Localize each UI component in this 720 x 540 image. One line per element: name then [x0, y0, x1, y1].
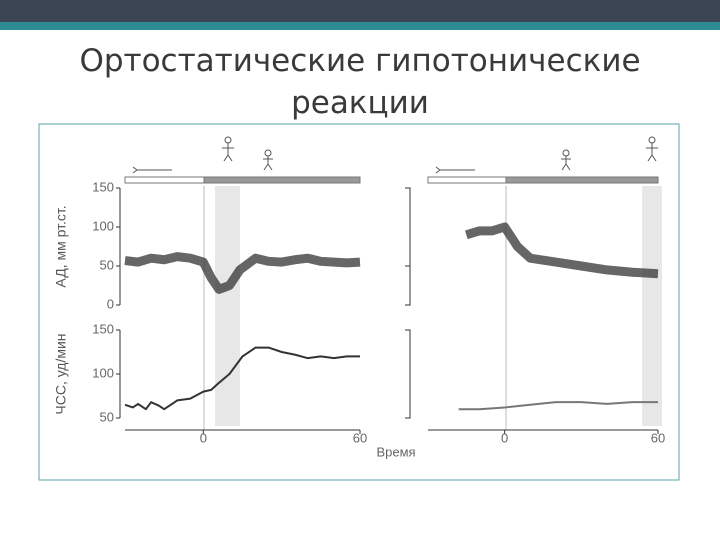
y-axis-label: АД, мм рт.ст.	[53, 205, 69, 287]
x-tick-label: 0	[501, 430, 508, 445]
supine-bar	[124, 176, 205, 184]
heart-rate-trace	[124, 346, 360, 411]
y-axis	[405, 187, 411, 306]
icons	[132, 136, 658, 174]
figure-frame	[38, 123, 680, 481]
faint-icon	[222, 136, 234, 162]
y-axis-label: ЧСС, уд/мин	[53, 333, 69, 414]
shade-region	[642, 186, 662, 426]
stand-icon	[263, 149, 273, 171]
y-tick-label: 0	[107, 296, 114, 311]
y-axis	[405, 329, 411, 419]
slide-title: Ортостатические гипотонические реакции	[79, 43, 641, 121]
supine-icon	[435, 166, 475, 174]
tilt-bar	[203, 176, 361, 184]
stand-icon	[561, 149, 571, 171]
x-axis-label: Время	[376, 444, 415, 459]
supine-bar	[427, 176, 507, 184]
x-tick-label: 60	[651, 430, 665, 445]
x-tick-label: 60	[353, 430, 367, 445]
faint-icon	[646, 136, 658, 162]
x-tick-label: 0	[200, 430, 207, 445]
pressure-trace	[465, 222, 659, 279]
supine-icon	[132, 166, 172, 174]
y-tick-label: 50	[100, 409, 114, 424]
shade-region	[215, 186, 240, 426]
top-bar	[0, 0, 720, 22]
y-tick-label: 100	[92, 218, 114, 233]
tilt-bar	[505, 176, 659, 184]
y-tick-label: 150	[92, 179, 114, 194]
pressure-trace	[124, 252, 361, 294]
accent-stripe	[0, 22, 720, 30]
y-tick-label: 150	[92, 321, 114, 336]
y-tick-label: 50	[100, 257, 114, 272]
heart-rate-trace	[458, 401, 658, 411]
y-tick-label: 100	[92, 365, 114, 380]
